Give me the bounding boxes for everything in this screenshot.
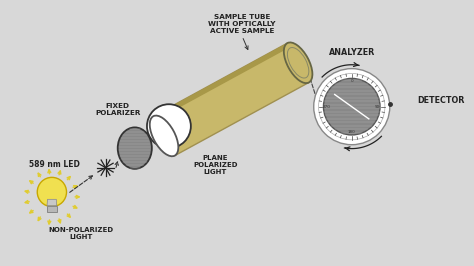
Text: 0: 0 <box>350 79 353 83</box>
Text: PLANE
POLARIZED
LIGHT: PLANE POLARIZED LIGHT <box>193 155 237 176</box>
Text: SAMPLE TUBE
WITH OPTICALLY
ACTIVE SAMPLE: SAMPLE TUBE WITH OPTICALLY ACTIVE SAMPLE <box>208 14 276 34</box>
Circle shape <box>314 69 390 145</box>
Text: 90: 90 <box>374 105 380 109</box>
Ellipse shape <box>150 115 178 156</box>
Text: DETECTOR: DETECTOR <box>418 96 465 105</box>
Circle shape <box>319 73 385 140</box>
Polygon shape <box>47 199 57 206</box>
Polygon shape <box>153 43 309 156</box>
Ellipse shape <box>118 127 152 169</box>
Ellipse shape <box>284 43 312 83</box>
FancyBboxPatch shape <box>46 206 57 213</box>
Text: 589 nm LED: 589 nm LED <box>29 160 80 169</box>
Text: NON-POLARIZED
LIGHT: NON-POLARIZED LIGHT <box>48 227 114 240</box>
Text: 270: 270 <box>322 105 330 109</box>
Polygon shape <box>153 43 290 120</box>
Text: FIXED
POLARIZER: FIXED POLARIZER <box>95 103 140 117</box>
Text: ANALYZER: ANALYZER <box>328 48 375 57</box>
Circle shape <box>37 177 66 207</box>
Circle shape <box>323 78 380 135</box>
Circle shape <box>147 104 191 148</box>
Text: 180: 180 <box>348 130 356 134</box>
